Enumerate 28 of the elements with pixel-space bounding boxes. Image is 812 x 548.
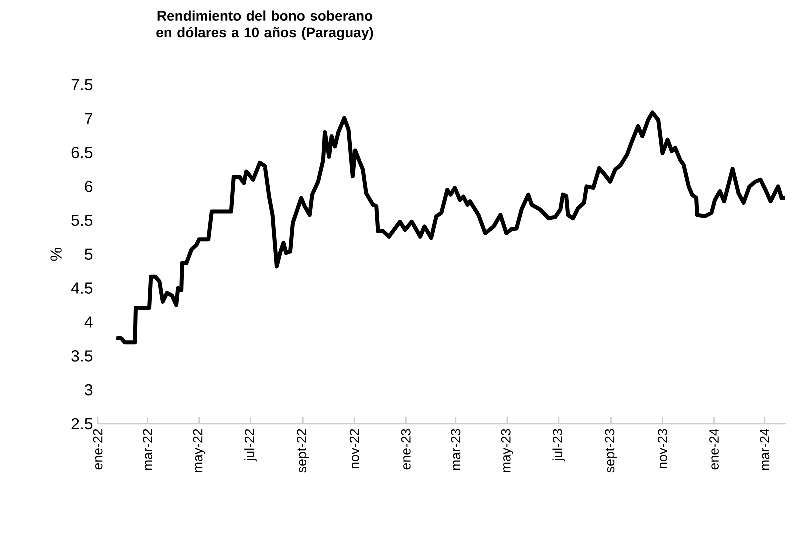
x-tick-label: jul-23 xyxy=(552,429,566,462)
y-tick-label: 6 xyxy=(85,181,93,192)
y-tick-label: 5 xyxy=(85,248,93,260)
x-tick-label: mar-24 xyxy=(760,429,770,470)
x-tick-label: nov-23 xyxy=(658,429,668,469)
x-tick-label: sept-22 xyxy=(297,429,310,473)
y-axis-title: % xyxy=(50,248,62,262)
y-tick-label: 3.5 xyxy=(72,350,93,362)
y-tick-label: 5.5 xyxy=(72,215,93,226)
x-tick-label: sept-23 xyxy=(605,429,618,473)
y-tick-label: 7.5 xyxy=(72,79,93,91)
line-series xyxy=(114,110,788,345)
y-tick-label: 6.5 xyxy=(72,147,93,158)
x-tick-label: may-23 xyxy=(501,429,514,472)
x-tick-label: jul-22 xyxy=(244,429,258,462)
x-tick-label: ene-22 xyxy=(93,429,103,470)
y-tick-label: 4.5 xyxy=(71,282,93,294)
chart-title: Rendimiento del bono soberano en dólares a 10 años (Paraguay) xyxy=(156,10,374,40)
y-tick-label: 7 xyxy=(85,113,92,124)
y-tick-label: 3 xyxy=(85,384,93,396)
x-tick-label: mar-22 xyxy=(143,429,153,470)
x-tick-label: nov-22 xyxy=(350,429,360,469)
x-tick-label: may-22 xyxy=(193,429,206,472)
y-tick-label: 4 xyxy=(84,316,93,328)
x-tick-label: ene-23 xyxy=(401,429,411,470)
x-tick-label: ene-24 xyxy=(710,429,719,470)
x-tick-label: mar-23 xyxy=(451,429,461,470)
y-tick-label: 2.5 xyxy=(72,418,93,430)
